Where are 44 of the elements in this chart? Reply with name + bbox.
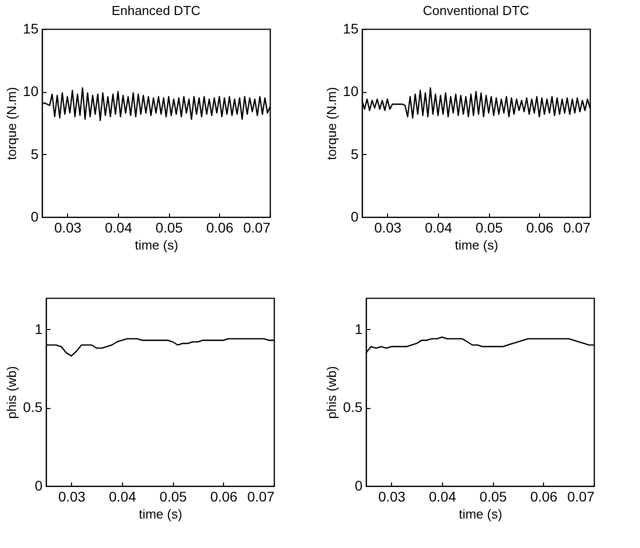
x-tick-label: 0.05 <box>160 488 188 504</box>
x-axis-title: time (s) <box>454 238 498 252</box>
x-tick-label: 0.06 <box>526 220 554 236</box>
y-tick-label: 0 <box>30 208 39 224</box>
y-tick-label: 1 <box>354 320 363 337</box>
y-tick-label: 10 <box>342 83 359 100</box>
x-tick-label: 0.03 <box>54 220 82 236</box>
y-tick-label: 0 <box>34 478 43 494</box>
x-tick-label: 0.04 <box>428 488 456 504</box>
x-axis-title: time (s) <box>458 506 502 522</box>
x-tick-label: 0.06 <box>210 488 238 504</box>
x-tick-label: 0.04 <box>104 220 132 236</box>
x-tick-label: 0.07 <box>563 220 591 236</box>
x-tick-label: 0.07 <box>243 220 271 236</box>
x-tick-label: 0.04 <box>424 220 452 236</box>
x-tick-label: 0.05 <box>476 220 504 236</box>
y-axis-title: torque (N.m) <box>4 87 19 160</box>
x-axis-title: time (s) <box>138 506 182 522</box>
y-axis-title: torque (N.m) <box>324 87 339 160</box>
x-tick-label: 0.04 <box>108 488 136 504</box>
y-tick-label: 0.5 <box>343 399 363 416</box>
x-tick-label: 0.03 <box>374 220 402 236</box>
y-tick-label: 15 <box>342 20 359 36</box>
y-tick-label: 10 <box>22 83 39 100</box>
y-tick-label: 15 <box>22 20 39 36</box>
x-tick-label: 0.03 <box>58 488 86 504</box>
x-tick-label: 0.06 <box>530 488 558 504</box>
chart-title: Enhanced DTC <box>112 3 200 18</box>
x-tick-label: 0.06 <box>206 220 234 236</box>
x-tick-label: 0.07 <box>567 488 595 504</box>
chart-title: Conventional DTC <box>422 3 530 18</box>
y-tick-label: 0 <box>350 208 359 224</box>
y-tick-label: 5 <box>30 146 39 162</box>
y-tick-label: 0 <box>354 478 363 494</box>
x-tick-label: 0.07 <box>247 488 275 504</box>
y-tick-label: 1 <box>34 320 43 337</box>
x-tick-label: 0.03 <box>378 488 406 504</box>
x-tick-label: 0.05 <box>480 488 508 504</box>
y-axis-title: phis (wb) <box>4 366 20 419</box>
y-axis-title: phis (wb) <box>324 366 340 419</box>
x-axis-title: time (s) <box>134 238 178 252</box>
y-tick-label: 5 <box>350 146 359 162</box>
y-tick-label: 0.5 <box>23 399 43 416</box>
x-tick-label: 0.05 <box>156 220 184 236</box>
